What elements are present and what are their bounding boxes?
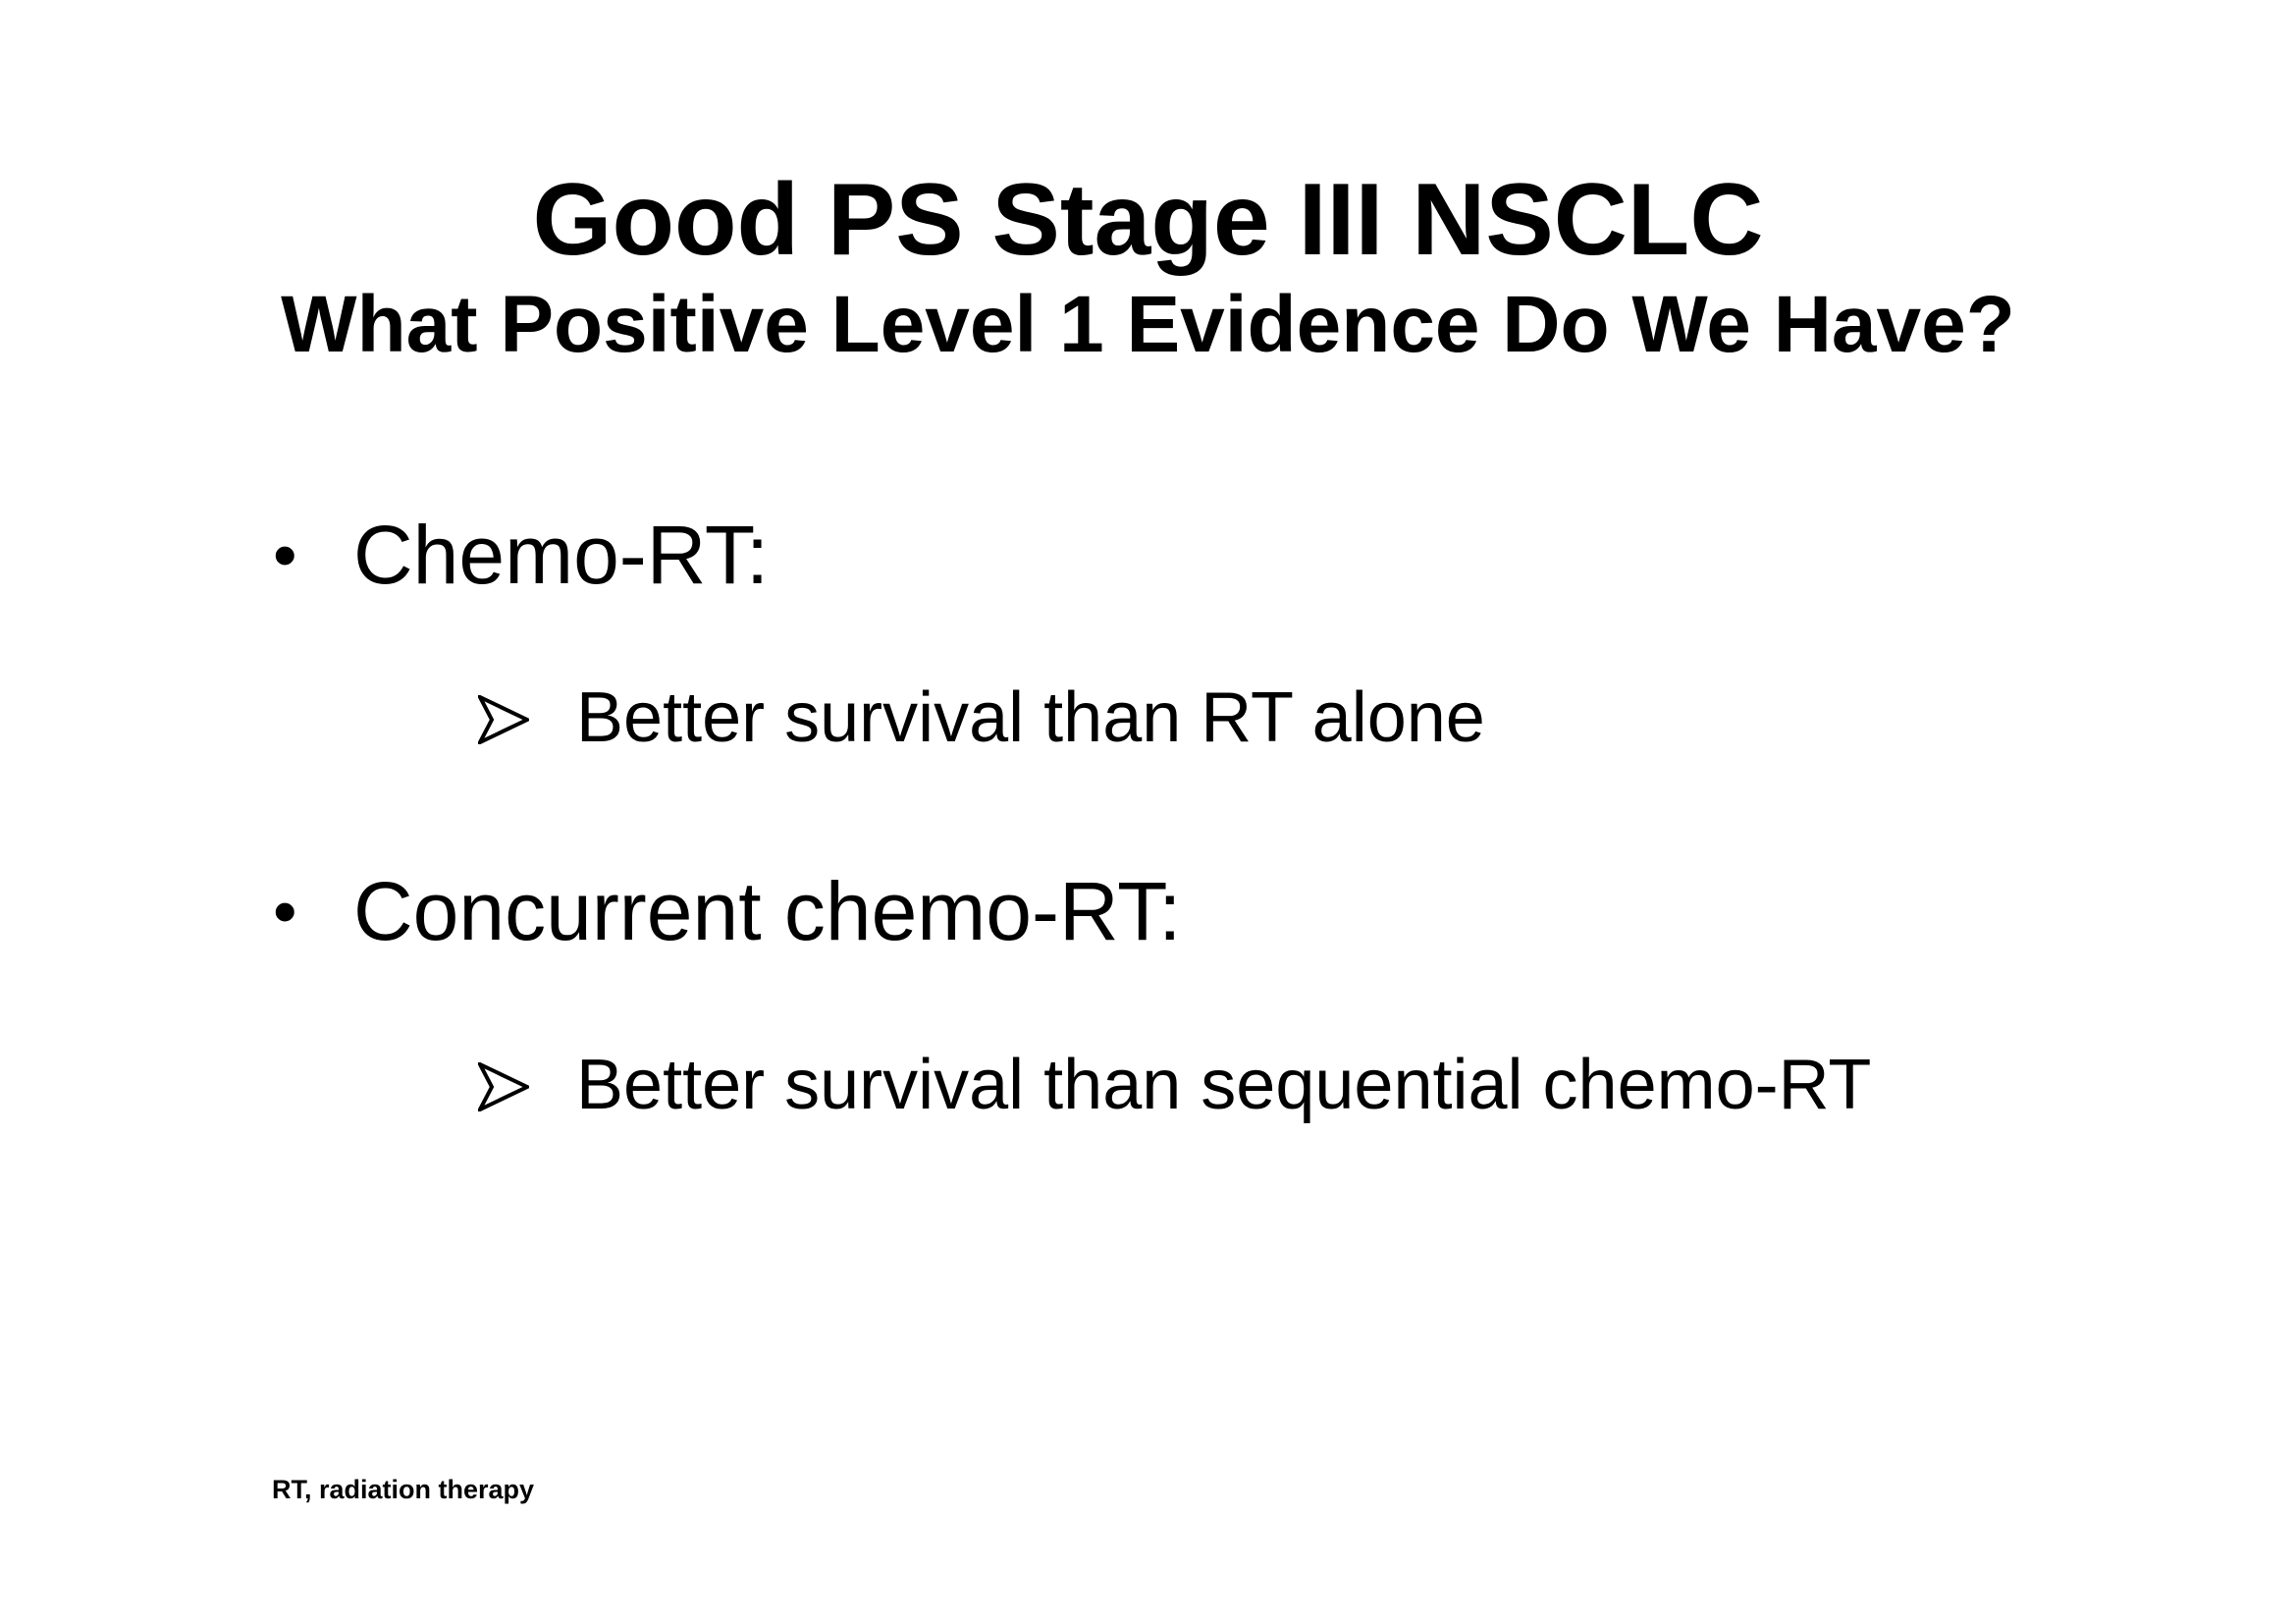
- bullet-item: • Concurrent chemo-RT:: [273, 862, 1181, 960]
- slide-subtitle: What Positive Level 1 Evidence Do We Hav…: [281, 280, 2015, 369]
- bullet-dot-icon: •: [273, 516, 297, 593]
- slide-title: Good PS Stage III NSCLC: [532, 163, 1764, 277]
- sub-bullet-item: Better survival than RT alone: [478, 676, 1485, 760]
- bullet-dot-icon: •: [273, 873, 297, 949]
- sub-bullet-item: Better survival than sequential chemo-RT: [478, 1043, 1871, 1127]
- bullet-label: Chemo-RT:: [353, 509, 770, 601]
- bullet-label: Concurrent chemo-RT:: [353, 865, 1182, 957]
- arrowhead-right-icon: [478, 1043, 576, 1111]
- footnote: RT, radiation therapy: [272, 1475, 535, 1504]
- title-block: Good PS Stage III NSCLC What Positive Le…: [0, 162, 2296, 372]
- bullet-item: • Chemo-RT:: [273, 506, 769, 604]
- sub-bullet-label: Better survival than sequential chemo-RT: [576, 1046, 1872, 1124]
- arrowhead-right-icon: [478, 676, 576, 744]
- sub-bullet-label: Better survival than RT alone: [576, 678, 1485, 757]
